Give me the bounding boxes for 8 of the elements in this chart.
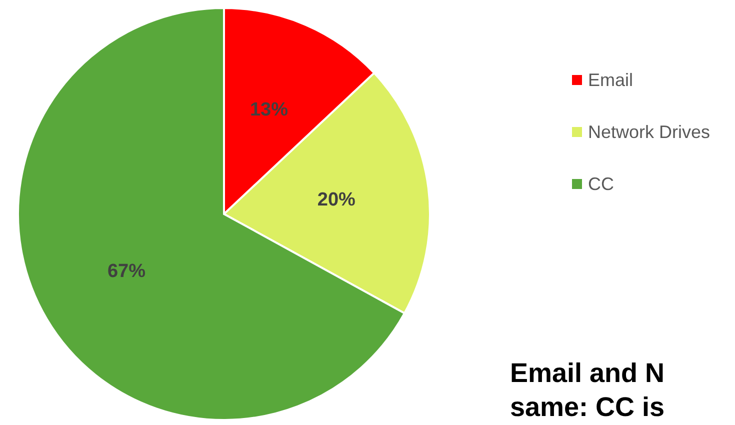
data-label: 20%: [317, 189, 356, 210]
legend-label: Network Drives: [588, 122, 710, 142]
legend-label: Email: [588, 70, 634, 90]
text: same: CC is: [510, 392, 665, 422]
data-label: 67%: [107, 261, 146, 282]
legend-label: CC: [588, 174, 614, 194]
text: Email and N: [510, 358, 665, 388]
data-label: 13%: [250, 100, 288, 121]
